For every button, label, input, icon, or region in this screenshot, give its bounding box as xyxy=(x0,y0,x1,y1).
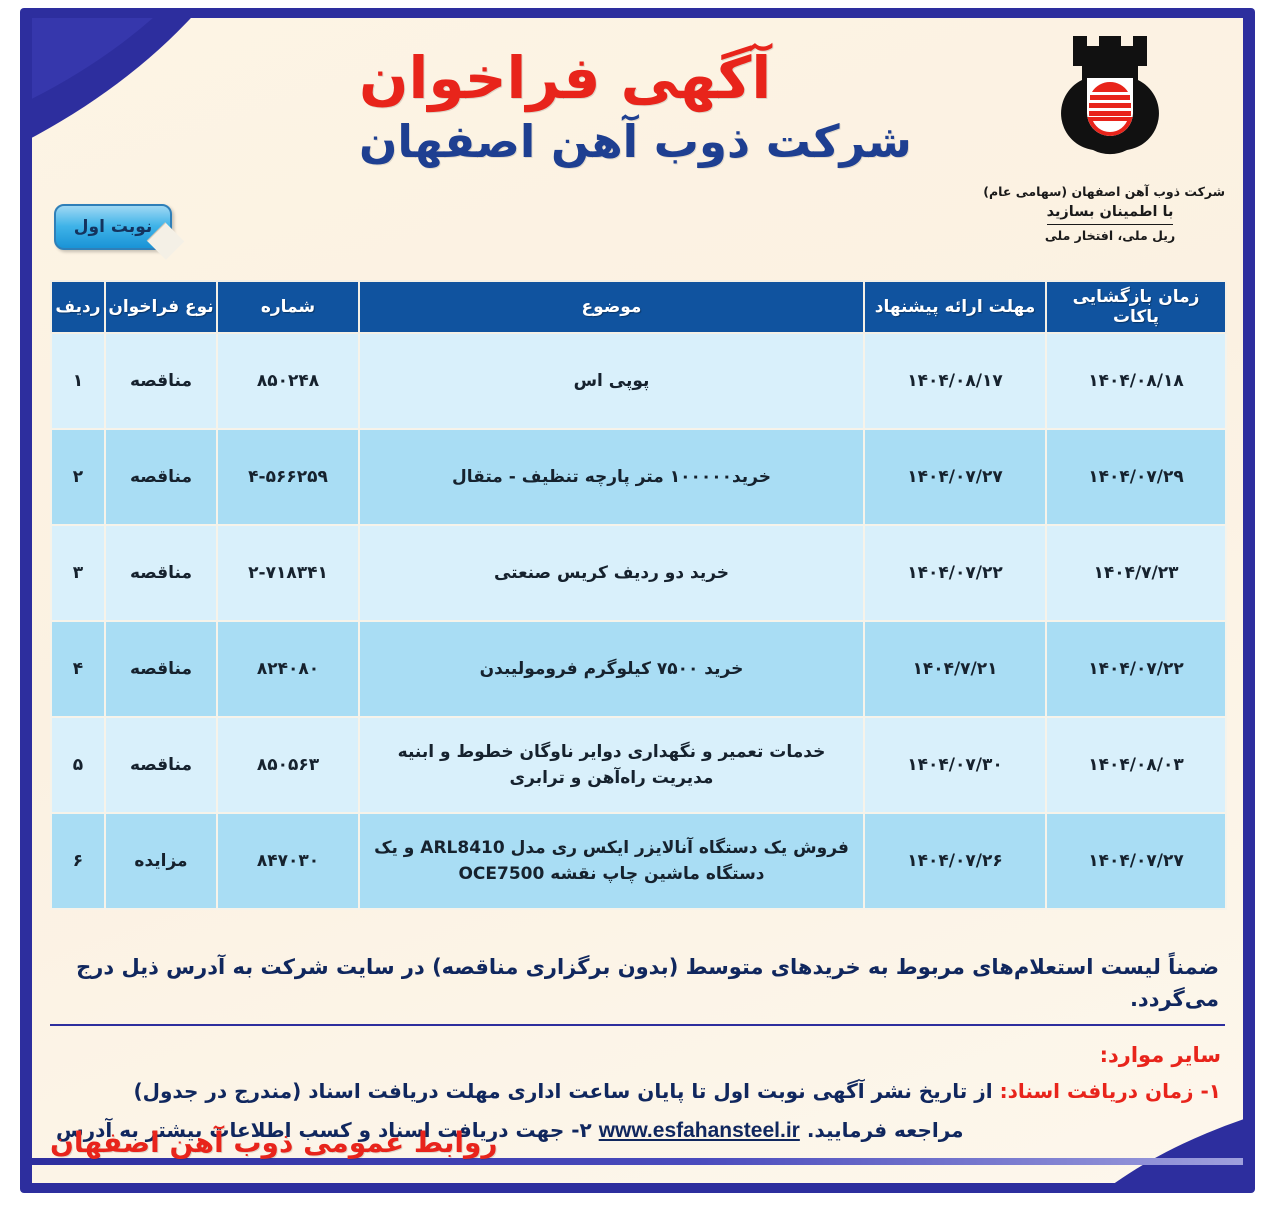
round-badge: نوبت اول xyxy=(54,204,172,250)
page-title: آگهی فراخوان xyxy=(359,44,772,112)
bottom-rule xyxy=(32,1158,1243,1165)
cell-type: مناقصه xyxy=(104,716,218,814)
company-logo-block: شرکت ذوب آهن اصفهان (سهامی عام) با اطمین… xyxy=(983,32,1225,245)
notes-section: ضمناً لیست استعلام‌های مربوط به خریدهای … xyxy=(50,948,1225,1147)
table-row: ۱۴۰۴/۰۷/۲۹ ۱۴۰۴/۰۷/۲۷ خرید۱۰۰۰۰۰ متر پارچه… xyxy=(50,428,1227,526)
page-subtitle: شرکت ذوب آهن اصفهان xyxy=(359,114,912,168)
cell-opening: ۱۴۰۴/۰۸/۰۳ xyxy=(1045,716,1227,814)
cell-opening: ۱۴۰۴/۰۸/۱۸ xyxy=(1045,332,1227,430)
column-header-type: نوع فراخوان xyxy=(104,280,218,334)
esfahan-steel-logo-icon xyxy=(1061,36,1159,155)
cell-number: ۸۲۴۰۸۰ xyxy=(216,620,360,718)
cell-radif: ۱ xyxy=(50,332,106,430)
cell-number: ۸۵۰۲۴۸ xyxy=(216,332,360,430)
other-items-label: سایر موارد: xyxy=(1099,1043,1221,1067)
column-header-subject: موضوع xyxy=(358,280,865,334)
column-header-number: شماره xyxy=(216,280,360,334)
cell-type: مزایده xyxy=(104,812,218,910)
website-link[interactable]: www.esfahansteel.ir xyxy=(598,1119,800,1142)
cell-opening: ۱۴۰۴/۷/۲۳ xyxy=(1045,524,1227,622)
cell-radif: ۳ xyxy=(50,524,106,622)
cell-type: مناقصه xyxy=(104,524,218,622)
cell-deadline: ۱۴۰۴/۰۸/۱۷ xyxy=(863,332,1047,430)
cell-subject: خرید دو ردیف کریس صنعتی xyxy=(358,524,865,622)
table-row: ۱۴۰۴/۰۸/۰۳ ۱۴۰۴/۰۷/۳۰ خدمات تعمیر و نگهدار… xyxy=(50,716,1227,814)
column-header-radif: ردیف xyxy=(50,280,106,334)
cell-subject: پوپی اس xyxy=(358,332,865,430)
column-header-deadline: مهلت ارائه پیشنهاد xyxy=(863,280,1047,334)
logo-tagline: ریل ملی، افتخار ملی xyxy=(1044,228,1176,244)
poster-body: شرکت ذوب آهن اصفهان (سهامی عام) با اطمین… xyxy=(32,18,1243,1183)
logo-slogan: با اطمینان بسازید xyxy=(1046,202,1174,226)
column-header-opening: زمان بازگشایی پاکات xyxy=(1045,280,1227,334)
cell-subject: خرید۱۰۰۰۰۰ متر پارچه تنظیف - متقال xyxy=(358,428,865,526)
cell-number: ۸۵۰۵۶۳ xyxy=(216,716,360,814)
cell-deadline: ۱۴۰۴/۰۷/۲۲ xyxy=(863,524,1047,622)
table-row: ۱۴۰۴/۰۷/۲۷ ۱۴۰۴/۰۷/۲۶ فروش یک دستگاه آنالا… xyxy=(50,812,1227,910)
table-header-row: زمان بازگشایی پاکات مهلت ارائه پیشنهاد م… xyxy=(50,280,1227,334)
cell-type: مناقصه xyxy=(104,332,218,430)
table-row: ۱۴۰۴/۰۸/۱۸ ۱۴۰۴/۰۸/۱۷ پوپی اس ۸۵۰۲۴۸ مناقصه ۱ xyxy=(50,332,1227,430)
cell-radif: ۲ xyxy=(50,428,106,526)
cell-number: ۴-۵۶۶۲۵۹ xyxy=(216,428,360,526)
note-inquiry-list: ضمناً لیست استعلام‌های مربوط به خریدهای … xyxy=(50,948,1225,1026)
poster-frame: شرکت ذوب آهن اصفهان (سهامی عام) با اطمین… xyxy=(20,8,1255,1193)
cell-number: ۸۴۷۰۳۰ xyxy=(216,812,360,910)
cell-deadline: ۱۴۰۴/۷/۲۱ xyxy=(863,620,1047,718)
cell-subject: خرید ۷۵۰۰ کیلوگرم فرومولیبدن xyxy=(358,620,865,718)
table-row: ۱۴۰۴/۷/۲۳ ۱۴۰۴/۰۷/۲۲ خرید دو ردیف کریس صنع… xyxy=(50,524,1227,622)
cell-subject: خدمات تعمیر و نگهداری دوایر ناوگان خطوط … xyxy=(358,716,865,814)
table-row: ۱۴۰۴/۰۷/۲۲ ۱۴۰۴/۷/۲۱ خرید ۷۵۰۰ کیلوگرم فرو… xyxy=(50,620,1227,718)
title-block: آگهی فراخوان شرکت ذوب آهن اصفهان xyxy=(345,46,985,169)
cell-subject: فروش یک دستگاه آنالایزر ایکس ری مدل ARL8… xyxy=(358,812,865,910)
tender-table: زمان بازگشایی پاکات مهلت ارائه پیشنهاد م… xyxy=(50,280,1227,910)
note-item-2-suffix: مراجعه فرمایید. xyxy=(806,1118,964,1142)
cell-radif: ۴ xyxy=(50,620,106,718)
cell-radif: ۵ xyxy=(50,716,106,814)
logo-company-name: شرکت ذوب آهن اصفهان (سهامی عام) xyxy=(983,184,1225,199)
note-item-1: ۱- زمان دریافت اسناد: از تاریخ نشر آگهی … xyxy=(50,1076,1225,1106)
cell-opening: ۱۴۰۴/۰۷/۲۷ xyxy=(1045,812,1227,910)
cell-type: مناقصه xyxy=(104,428,218,526)
signature-line: روابط عمومی ذوب آهن اصفهان xyxy=(50,1126,498,1159)
cell-deadline: ۱۴۰۴/۰۷/۲۷ xyxy=(863,428,1047,526)
note-item-2: مراجعه فرمایید. www.esfahansteel.ir ۲- ج… xyxy=(50,1115,1225,1147)
cell-type: مناقصه xyxy=(104,620,218,718)
cell-deadline: ۱۴۰۴/۰۷/۲۶ xyxy=(863,812,1047,910)
note-item-1-text: از تاریخ نشر آگهی نوبت اول تا پایان ساعت… xyxy=(133,1079,993,1103)
cell-opening: ۱۴۰۴/۰۷/۲۲ xyxy=(1045,620,1227,718)
note-item-2-prefix: ۲- جهت دریافت اسناد و کسب اطلاعات بیشتر … xyxy=(56,1118,592,1142)
cell-deadline: ۱۴۰۴/۰۷/۳۰ xyxy=(863,716,1047,814)
cell-radif: ۶ xyxy=(50,812,106,910)
poster-header: شرکت ذوب آهن اصفهان (سهامی عام) با اطمین… xyxy=(32,18,1243,276)
cell-opening: ۱۴۰۴/۰۷/۲۹ xyxy=(1045,428,1227,526)
cell-number: ۲-۷۱۸۳۴۱ xyxy=(216,524,360,622)
note-item-1-key: ۱- زمان دریافت اسناد: xyxy=(999,1079,1221,1103)
